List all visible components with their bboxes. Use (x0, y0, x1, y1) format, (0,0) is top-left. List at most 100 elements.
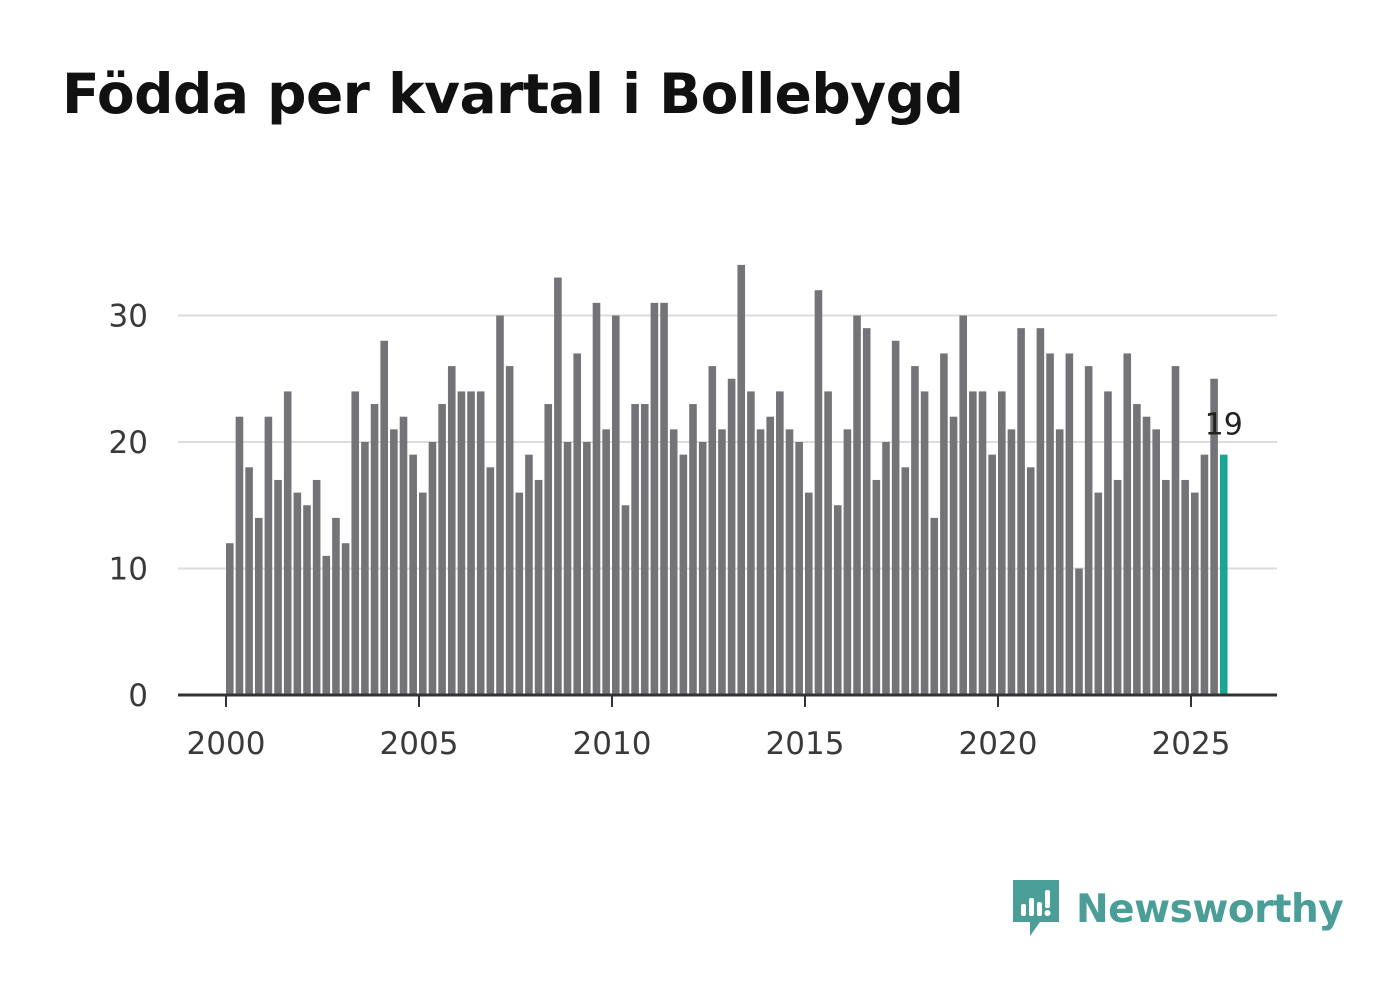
bar (689, 404, 697, 695)
bar (621, 505, 630, 695)
bar (805, 492, 813, 695)
bar (303, 505, 311, 695)
bar (351, 391, 360, 695)
bar (949, 416, 958, 695)
bar (1152, 429, 1160, 695)
bar (370, 404, 379, 695)
bar (283, 391, 292, 695)
bar (708, 366, 717, 695)
bar (824, 391, 832, 695)
bar (419, 492, 427, 695)
bar (747, 391, 755, 695)
bar (698, 442, 707, 695)
bar (1181, 479, 1189, 695)
bar (525, 454, 533, 695)
x-tick-label: 2000 (187, 726, 266, 762)
bar (1210, 378, 1218, 695)
bar (515, 492, 524, 695)
bar (891, 340, 900, 695)
bars (226, 264, 1228, 695)
bar (390, 429, 398, 695)
brand-name: Newsworthy (1076, 886, 1344, 932)
bar (1055, 429, 1064, 695)
bar (785, 429, 794, 695)
bar (988, 454, 996, 695)
bar (312, 479, 321, 695)
newsworthy-icon (1013, 880, 1059, 936)
bar (1104, 391, 1112, 695)
bar (1084, 366, 1093, 695)
y-axis-ticks: 0 10 20 30 (109, 299, 148, 715)
bar (1113, 479, 1122, 695)
last-value-label: 19 (1205, 408, 1243, 443)
bar (1065, 353, 1074, 695)
bar (669, 429, 678, 695)
x-tick-label: 2020 (959, 726, 1038, 762)
data-labels: 19 (1205, 408, 1243, 443)
bar (901, 467, 910, 695)
bar (660, 302, 668, 695)
bar (1171, 366, 1180, 695)
x-tick-label: 2010 (573, 726, 652, 762)
bar (862, 328, 871, 695)
bar (978, 391, 987, 695)
bar (640, 404, 649, 695)
bar (843, 429, 852, 695)
bar (1191, 492, 1199, 695)
bar (612, 315, 620, 695)
bar (882, 442, 890, 695)
bar (631, 404, 639, 695)
bar (322, 555, 331, 695)
y-tick-label: 10 (109, 552, 148, 588)
bar (447, 366, 456, 695)
bar (264, 416, 273, 695)
bar (235, 416, 244, 695)
bar (226, 543, 234, 695)
bar (380, 340, 388, 695)
bar (776, 391, 784, 695)
bar (998, 391, 1006, 695)
x-tick-label: 2005 (380, 726, 459, 762)
bar (920, 391, 929, 695)
bar (650, 302, 659, 695)
bar (467, 391, 475, 695)
bar (505, 366, 514, 695)
bar (940, 353, 948, 695)
bar (602, 429, 610, 695)
bar (1026, 467, 1035, 695)
bar (254, 517, 263, 695)
bar (274, 479, 282, 695)
bar (1200, 454, 1209, 695)
bar (1123, 353, 1132, 695)
bar (486, 467, 495, 695)
x-axis-ticks: 2000 2005 2010 2015 2020 2025 (187, 695, 1230, 762)
bar (766, 416, 774, 695)
y-tick-label: 20 (109, 425, 148, 461)
bar (1017, 328, 1025, 695)
bar (245, 467, 253, 695)
bar (795, 442, 803, 695)
gridlines (178, 314, 1277, 570)
bar (1162, 479, 1170, 695)
bar (718, 429, 726, 695)
bar (438, 404, 446, 695)
bar (293, 492, 302, 695)
bar (679, 454, 688, 695)
bar (554, 277, 562, 695)
bar (930, 517, 939, 695)
bar (1075, 568, 1083, 695)
bar (1094, 492, 1103, 695)
bar (341, 543, 350, 695)
bar (814, 290, 823, 695)
bar (756, 429, 765, 695)
bar (1133, 404, 1141, 695)
bar (457, 391, 466, 695)
bar (361, 442, 369, 695)
bar (833, 505, 842, 695)
bar (563, 442, 572, 695)
bar (573, 353, 581, 695)
chart-title: Födda per kvartal i Bollebygd (62, 62, 964, 126)
bar (592, 302, 601, 695)
bar (959, 315, 967, 695)
